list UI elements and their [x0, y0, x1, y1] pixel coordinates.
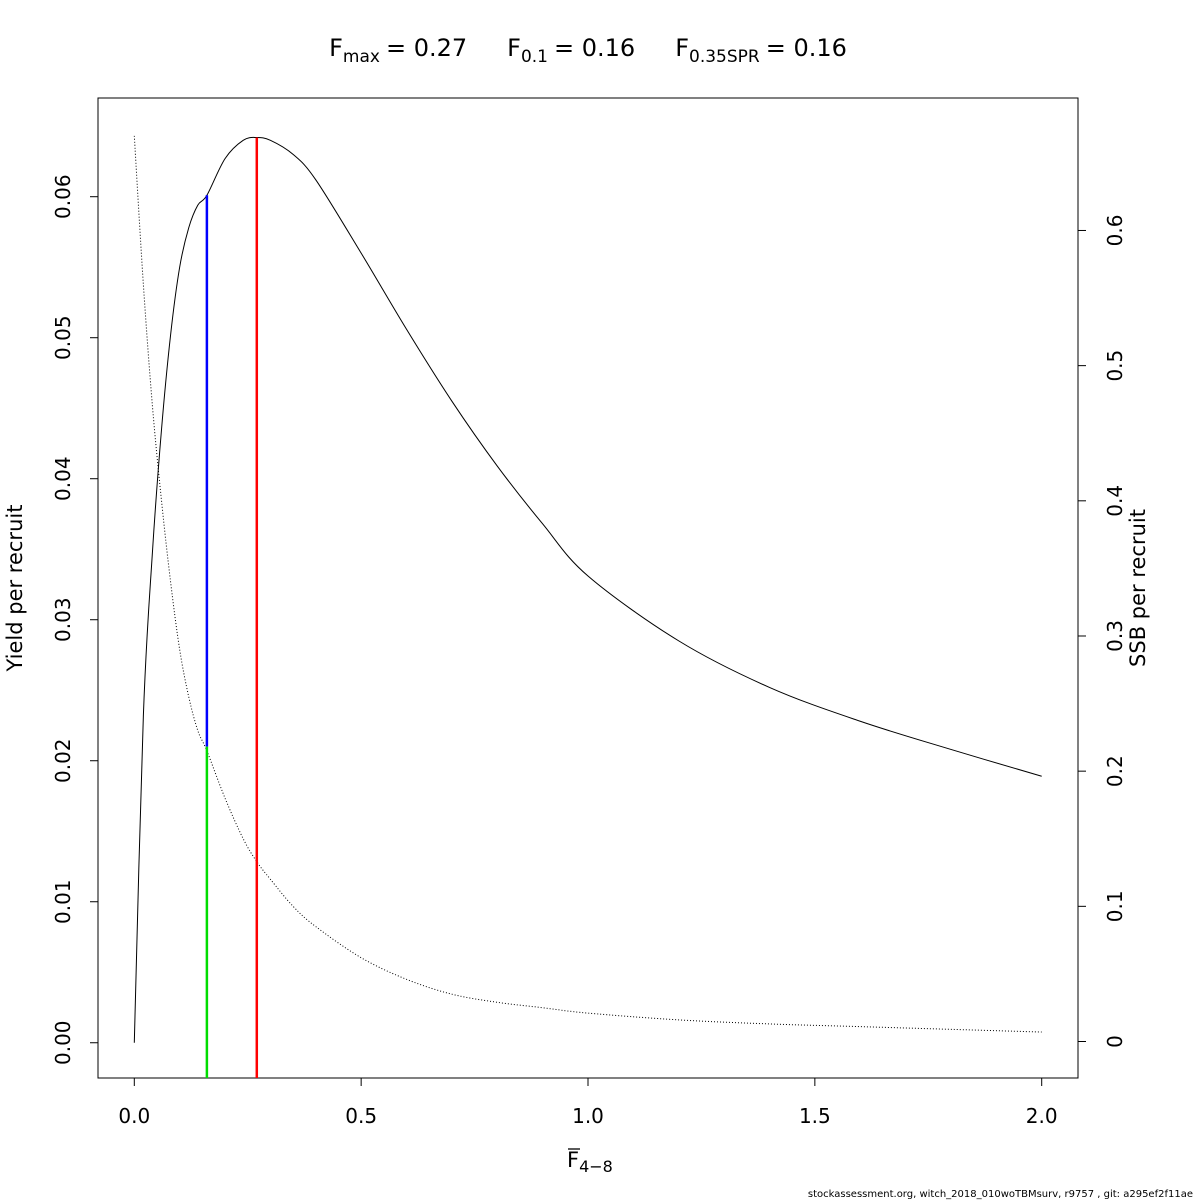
title-fspr-base: F: [675, 34, 689, 62]
title-fspr-value: = 0.16: [766, 34, 847, 62]
y-right-tick-label: 0.2: [1103, 755, 1127, 787]
y-left-tick-label: 0.05: [51, 315, 75, 360]
x-tick-label: 2.0: [1026, 1104, 1058, 1128]
y-axis-label-right: SSB per recruit: [1126, 509, 1150, 667]
x-tick-label: 1.0: [572, 1104, 604, 1128]
y-right-tick-label: 0.1: [1103, 890, 1127, 922]
y-axis-label-left: Yield per recruit: [3, 505, 27, 673]
chart-title: Fmax = 0.27 F0.1 = 0.16 F0.35SPR = 0.16: [329, 34, 847, 67]
x-axis-label-base: F: [567, 1148, 579, 1172]
svg-text:F4−8: F4−8: [567, 1148, 613, 1176]
title-fmax-sub: max: [343, 47, 380, 67]
title-f01-sub: 0.1: [521, 47, 548, 67]
title-f01-base: F: [507, 34, 521, 62]
y-left-tick-label: 0.01: [51, 879, 75, 924]
x-tick-label: 0.5: [345, 1104, 377, 1128]
y-left-tick-label: 0.02: [51, 738, 75, 783]
y-right-tick-label: 0.4: [1103, 485, 1127, 517]
x-axis-label-sub: 4−8: [579, 1157, 613, 1176]
y-left-tick-label: 0.04: [51, 456, 75, 501]
yield-per-recruit-line: [133, 136, 1042, 1043]
plot-frame: [97, 97, 1079, 1079]
y-right-tick-label: 0: [1103, 1035, 1127, 1048]
title-fmax-base: F: [329, 34, 343, 62]
x-tick-label: 1.5: [799, 1104, 831, 1128]
y-right-tick-label: 0.3: [1103, 620, 1127, 652]
title-fspr-sub: 0.35SPR: [689, 47, 760, 67]
title-f01-value: = 0.16: [554, 34, 635, 62]
y-left-tick-label: 0.00: [51, 1020, 75, 1065]
ssb-per-recruit-line: [133, 135, 1042, 1033]
y-right-tick-label: 0.6: [1103, 215, 1127, 247]
x-tick-label: 0.0: [118, 1104, 150, 1128]
x-axis-label: F4−8: [567, 1148, 613, 1176]
y-left-tick-label: 0.03: [51, 597, 75, 642]
footer-caption: stockassessment.org, witch_2018_010woTBM…: [808, 1189, 1193, 1200]
y-right-tick-label: 0.5: [1103, 350, 1127, 382]
title-fmax-value: = 0.27: [386, 34, 467, 62]
y-left-tick-label: 0.06: [51, 174, 75, 219]
